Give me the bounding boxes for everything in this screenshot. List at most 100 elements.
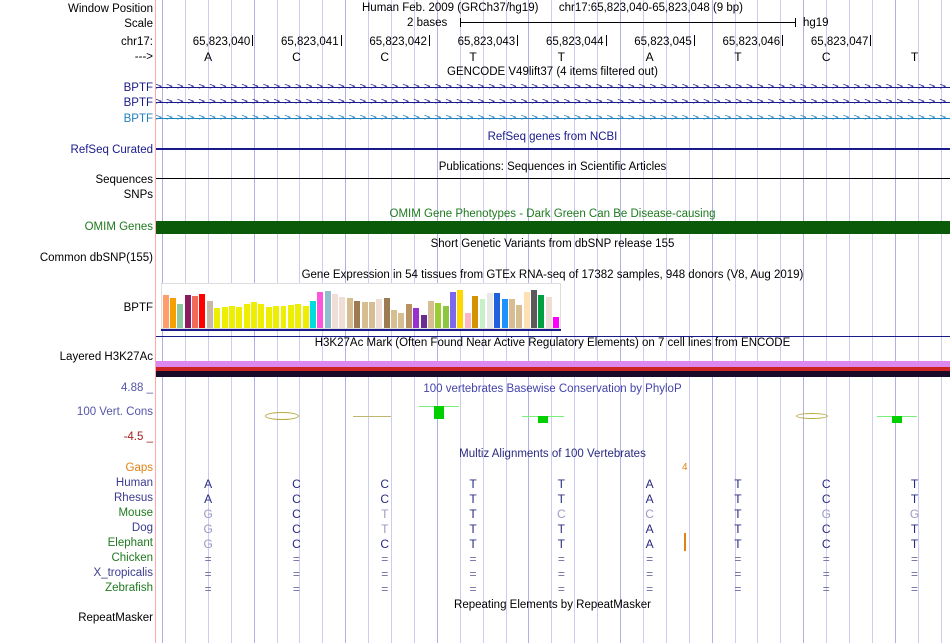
gtex-tissue-bar[interactable] bbox=[243, 303, 250, 328]
gtex-tissue-bar[interactable] bbox=[383, 298, 390, 328]
alignment-base-human[interactable]: T bbox=[469, 477, 477, 491]
alignment-base-chicken[interactable]: = bbox=[292, 552, 300, 566]
species-label-elephant[interactable]: Elephant bbox=[107, 537, 153, 549]
species-label-rhesus[interactable]: Rhesus bbox=[114, 492, 153, 504]
alignment-base-x_tropicalis[interactable]: = bbox=[469, 567, 477, 581]
alignment-base-mouse[interactable]: C bbox=[645, 507, 654, 521]
gtex-tissue-bar[interactable] bbox=[280, 306, 287, 328]
conservation-negative-bar[interactable] bbox=[796, 413, 828, 419]
gtex-tissue-bar[interactable] bbox=[221, 307, 228, 328]
alignment-base-mouse[interactable]: G bbox=[909, 507, 920, 521]
alignment-base-x_tropicalis[interactable]: = bbox=[292, 567, 300, 581]
alignment-base-x_tropicalis[interactable]: = bbox=[204, 567, 212, 581]
gtex-tissue-bar[interactable] bbox=[287, 304, 294, 328]
alignment-base-human[interactable]: T bbox=[910, 477, 919, 491]
alignment-base-chicken[interactable]: = bbox=[204, 552, 212, 566]
gtex-tissue-bar[interactable] bbox=[273, 306, 280, 328]
alignment-base-zebrafish[interactable]: = bbox=[469, 582, 477, 596]
alignment-base-rhesus[interactable]: T bbox=[557, 492, 566, 506]
alignment-base-zebrafish[interactable]: = bbox=[292, 582, 300, 596]
alignment-base-human[interactable]: A bbox=[645, 477, 654, 491]
gencode-row-label-3[interactable]: BPTF bbox=[123, 113, 153, 125]
alignment-base-zebrafish[interactable]: = bbox=[646, 582, 654, 596]
gtex-tissue-bar[interactable] bbox=[545, 297, 552, 328]
alignment-base-rhesus[interactable]: T bbox=[469, 492, 477, 506]
gtex-tissue-bar[interactable] bbox=[251, 301, 257, 328]
species-label-x-tropicalis[interactable]: X_tropicalis bbox=[93, 567, 153, 579]
gencode-title[interactable]: GENCODE V49lift37 (4 items filtered out) bbox=[447, 66, 658, 78]
alignment-base-elephant[interactable]: T bbox=[557, 537, 566, 551]
alignment-base-elephant[interactable]: G bbox=[203, 537, 213, 551]
alignment-base-x_tropicalis[interactable]: = bbox=[822, 567, 830, 581]
gtex-tissue-bar[interactable] bbox=[442, 306, 449, 328]
multiz-title[interactable]: Multiz Alignments of 100 Vertebrates bbox=[459, 448, 646, 460]
gtex-tissue-bar[interactable] bbox=[361, 301, 368, 328]
alignment-base-elephant[interactable]: T bbox=[734, 537, 742, 551]
gtex-tissue-bar[interactable] bbox=[472, 296, 479, 328]
alignment-base-elephant[interactable]: C bbox=[292, 537, 301, 551]
h3k27ac-layer-2[interactable] bbox=[155, 367, 950, 371]
alignment-base-dog[interactable]: A bbox=[645, 522, 654, 536]
alignment-base-human[interactable]: C bbox=[821, 477, 831, 491]
refseq-title[interactable]: RefSeq genes from NCBI bbox=[487, 131, 618, 143]
alignment-base-elephant[interactable]: T bbox=[910, 537, 919, 551]
omim-genes-label[interactable]: OMIM Genes bbox=[84, 221, 153, 233]
gtex-tissue-bar[interactable] bbox=[332, 293, 339, 328]
alignment-base-dog[interactable]: C bbox=[821, 522, 831, 536]
gtex-tissue-bar[interactable] bbox=[398, 312, 405, 328]
gtex-tissue-bar[interactable] bbox=[302, 306, 309, 328]
gtex-tissue-bar[interactable] bbox=[464, 312, 471, 328]
alignment-base-chicken[interactable]: = bbox=[557, 552, 565, 566]
gtex-tissue-bar[interactable] bbox=[346, 298, 353, 328]
alignment-base-rhesus[interactable]: C bbox=[380, 492, 390, 506]
gtex-tissue-bar[interactable] bbox=[192, 296, 199, 328]
omim-gene-block[interactable] bbox=[155, 221, 950, 234]
alignment-base-mouse[interactable]: T bbox=[381, 507, 389, 521]
gtex-tissue-bar[interactable] bbox=[523, 291, 530, 328]
alignment-base-x_tropicalis[interactable]: = bbox=[381, 567, 389, 581]
alignment-base-elephant[interactable]: C bbox=[821, 537, 831, 551]
alignment-base-rhesus[interactable]: T bbox=[910, 492, 919, 506]
gtex-tissue-bar[interactable] bbox=[450, 291, 456, 328]
alignment-base-dog[interactable]: T bbox=[734, 522, 742, 536]
refseq-feature-line[interactable] bbox=[155, 148, 950, 150]
alignment-base-mouse[interactable]: G bbox=[203, 507, 213, 521]
alignment-base-dog[interactable]: T bbox=[469, 522, 477, 536]
common-dbsnp-label[interactable]: Common dbSNP(155) bbox=[39, 252, 153, 264]
alignment-base-mouse[interactable]: T bbox=[734, 507, 742, 521]
alignment-base-rhesus[interactable]: C bbox=[821, 492, 831, 506]
conservation-positive-bar[interactable] bbox=[434, 406, 444, 419]
gtex-tissue-bar[interactable] bbox=[435, 302, 442, 328]
dbsnp-title[interactable]: Short Genetic Variants from dbSNP releas… bbox=[430, 238, 675, 250]
alignment-base-mouse[interactable]: C bbox=[557, 507, 566, 521]
alignment-base-chicken[interactable]: = bbox=[469, 552, 477, 566]
gtex-bptf-label[interactable]: BPTF bbox=[123, 302, 153, 314]
gtex-tissue-bar[interactable] bbox=[295, 303, 302, 328]
alignment-base-human[interactable]: T bbox=[734, 477, 742, 491]
sequences-label[interactable]: Sequences bbox=[95, 174, 153, 186]
snps-label[interactable]: SNPs bbox=[123, 189, 153, 201]
gtex-tissue-bar[interactable] bbox=[228, 306, 235, 328]
gtex-tissue-bar[interactable] bbox=[317, 291, 324, 328]
gtex-tissue-bar[interactable] bbox=[258, 303, 265, 328]
species-label-chicken[interactable]: Chicken bbox=[111, 552, 153, 564]
alignment-base-dog[interactable]: T bbox=[557, 522, 566, 536]
alignment-base-zebrafish[interactable]: = bbox=[381, 582, 389, 596]
conservation-positive-bar[interactable] bbox=[538, 416, 548, 423]
gtex-tissue-bar[interactable] bbox=[457, 289, 464, 328]
species-label-zebrafish[interactable]: Zebrafish bbox=[105, 582, 153, 594]
alignment-base-rhesus[interactable]: T bbox=[734, 492, 742, 506]
alignment-base-rhesus[interactable]: A bbox=[645, 492, 654, 506]
alignment-base-x_tropicalis[interactable]: = bbox=[734, 567, 742, 581]
gtex-tissue-bar[interactable] bbox=[391, 310, 398, 328]
gtex-tissue-bar[interactable] bbox=[501, 299, 508, 328]
repeatmasker-label[interactable]: RepeatMasker bbox=[78, 612, 153, 624]
conservation-positive-bar[interactable] bbox=[892, 416, 902, 423]
h3k27ac-title[interactable]: H3K27Ac Mark (Often Found Near Active Re… bbox=[314, 337, 791, 349]
gtex-tissue-bar[interactable] bbox=[368, 301, 375, 328]
alignment-base-chicken[interactable]: = bbox=[911, 552, 919, 566]
alignment-base-rhesus[interactable]: A bbox=[204, 492, 213, 506]
gencode-transcript-row-2[interactable]: >>>>>>>>>>>>>>>>>>>>>>>>>>>>>>>>>>>>>>>>… bbox=[155, 97, 950, 108]
gtex-tissue-bar[interactable] bbox=[531, 289, 538, 328]
h3k27ac-layer-3[interactable] bbox=[155, 371, 950, 377]
